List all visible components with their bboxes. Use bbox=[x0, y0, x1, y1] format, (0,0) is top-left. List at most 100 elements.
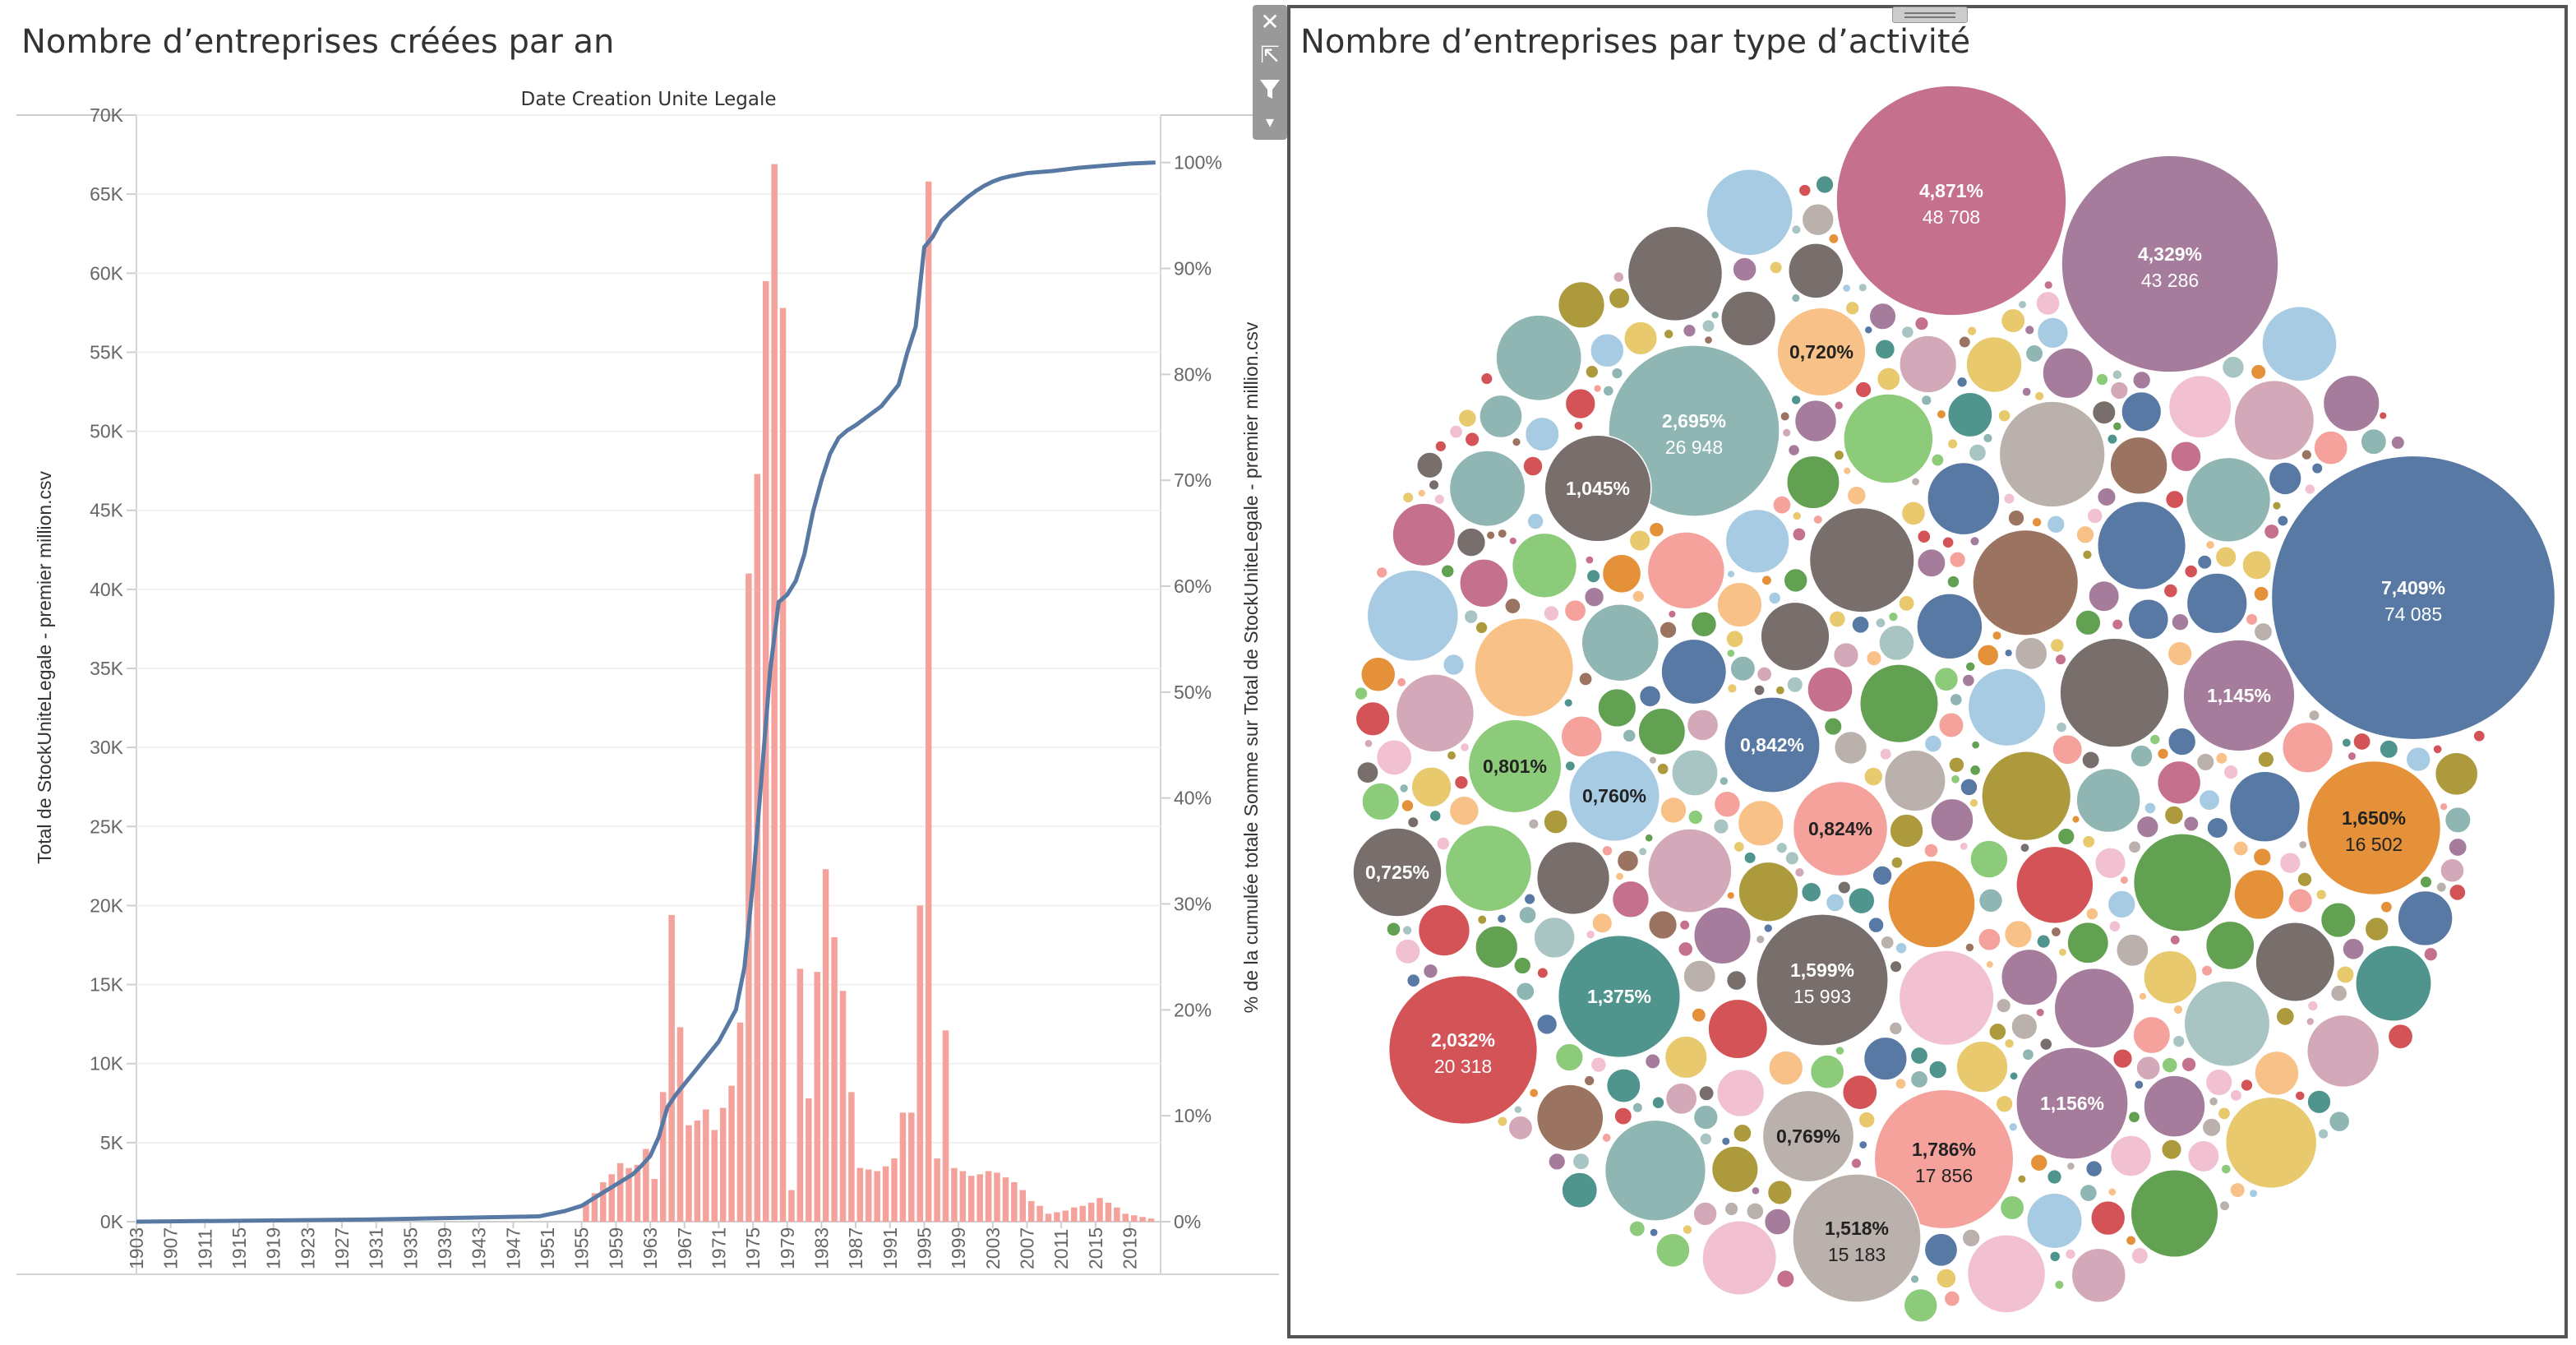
bubble-pct-label: 4,871% bbox=[1919, 180, 1983, 201]
bubble bbox=[1522, 455, 1544, 477]
bubble bbox=[2223, 764, 2239, 780]
bubble bbox=[2270, 455, 2556, 741]
bubble bbox=[1895, 941, 1908, 954]
bar bbox=[643, 1149, 649, 1222]
bubble bbox=[2341, 737, 2352, 748]
bubble bbox=[1671, 749, 1719, 797]
bubble bbox=[1644, 1052, 1661, 1070]
bubble bbox=[2156, 747, 2170, 760]
bubble bbox=[1751, 1186, 1761, 1196]
bubble bbox=[1909, 1273, 1920, 1284]
bubble bbox=[2131, 370, 2152, 391]
y2-tick-label: 70% bbox=[1174, 469, 1212, 491]
bubble-pct-label: 1,156% bbox=[2040, 1093, 2104, 1114]
bubble bbox=[2297, 839, 2308, 850]
bubble bbox=[1592, 383, 1603, 394]
bubble bbox=[1683, 959, 1717, 993]
bubble bbox=[1843, 393, 1934, 484]
bubble bbox=[2434, 751, 2479, 797]
bubble bbox=[2106, 433, 2118, 446]
bubble bbox=[2304, 483, 2316, 496]
bubble bbox=[1726, 569, 1736, 579]
bubble bbox=[2109, 1135, 2153, 1177]
bubble bbox=[2127, 1110, 2141, 1124]
bar bbox=[728, 1085, 735, 1222]
bubble bbox=[1601, 1132, 1613, 1144]
bubble bbox=[1837, 880, 1852, 895]
bubble bbox=[2229, 1088, 2243, 1102]
bubble bbox=[2224, 1096, 2318, 1190]
bubble bbox=[1691, 1007, 1707, 1024]
bubble bbox=[1835, 1045, 1845, 1056]
bubble bbox=[1518, 905, 1537, 925]
bubble bbox=[1867, 916, 1885, 934]
bubble bbox=[2130, 1168, 2219, 1259]
bar bbox=[686, 1125, 692, 1222]
bubble bbox=[1743, 851, 1757, 865]
bubble bbox=[2052, 733, 2084, 765]
bubble bbox=[1992, 630, 2002, 641]
bar bbox=[814, 972, 820, 1222]
bubble-pct-label: 1,145% bbox=[2207, 685, 2271, 706]
bubble bbox=[2405, 746, 2431, 773]
y2-tick-label: 90% bbox=[1174, 258, 1212, 280]
drag-handle[interactable] bbox=[1892, 7, 1968, 23]
caret-down-icon[interactable]: ▾ bbox=[1265, 113, 1275, 132]
bubble bbox=[1848, 886, 1876, 915]
bubble bbox=[1923, 843, 1939, 858]
bubble bbox=[1583, 1075, 1595, 1087]
bubble bbox=[1637, 846, 1648, 857]
bubble bbox=[2081, 834, 2096, 849]
bubble bbox=[1790, 394, 1802, 406]
x-tick-label: 1995 bbox=[913, 1227, 935, 1269]
bubble bbox=[1828, 610, 1847, 628]
bubble-pct-label: 2,695% bbox=[1662, 410, 1726, 432]
bubble-count-label: 43 286 bbox=[2141, 270, 2199, 291]
y-tick-label: 65K bbox=[90, 183, 124, 205]
bubble bbox=[1597, 687, 1637, 728]
bubble bbox=[1646, 531, 1726, 610]
external-link-icon[interactable]: ⇱ bbox=[1260, 42, 1280, 67]
bubble bbox=[1801, 203, 1835, 237]
bubble bbox=[2320, 901, 2357, 939]
bubble bbox=[2143, 1075, 2206, 1138]
y-tick-label: 50K bbox=[90, 421, 124, 442]
filter-icon[interactable] bbox=[1253, 74, 1287, 105]
bubble bbox=[1879, 747, 1893, 761]
bubble bbox=[2347, 751, 2357, 761]
bubble bbox=[2329, 984, 2348, 1003]
bar bbox=[736, 1022, 744, 1222]
bubble bbox=[2035, 290, 2061, 317]
bubble bbox=[2003, 1038, 2015, 1049]
y-tick-label: 60K bbox=[90, 262, 124, 284]
bubble bbox=[2160, 1139, 2183, 1161]
bar bbox=[788, 1190, 795, 1222]
y-tick-label: 70K bbox=[90, 104, 124, 126]
bubble bbox=[2002, 492, 2015, 505]
bubble bbox=[2070, 1247, 2126, 1304]
close-icon[interactable]: ✕ bbox=[1260, 9, 1280, 35]
bubble bbox=[1959, 841, 1969, 852]
bubble bbox=[2046, 515, 2066, 534]
bubble bbox=[1406, 816, 1420, 829]
bubble bbox=[1976, 644, 2000, 667]
bubble bbox=[1767, 591, 1782, 605]
bubble bbox=[1507, 1115, 1534, 1141]
bubble bbox=[1602, 385, 1615, 397]
bubble bbox=[1692, 906, 1752, 965]
bar bbox=[1019, 1190, 1027, 1222]
bubble bbox=[2053, 1279, 2065, 1291]
y2-tick-label: 30% bbox=[1174, 894, 1212, 915]
bubble bbox=[1638, 685, 1662, 708]
bubble bbox=[2010, 1012, 2038, 1041]
bubble bbox=[2121, 391, 2163, 432]
bubble bbox=[1835, 85, 2067, 317]
x-tick-label: 1923 bbox=[297, 1227, 318, 1269]
bubble-pct-label: 0,824% bbox=[1808, 818, 1872, 839]
bubble bbox=[1392, 502, 1457, 567]
bubble bbox=[1923, 1232, 1959, 1268]
bubble bbox=[1927, 461, 2001, 536]
bubble bbox=[1781, 428, 1792, 438]
bubble bbox=[2214, 751, 2228, 765]
bubble bbox=[1733, 1123, 1752, 1144]
